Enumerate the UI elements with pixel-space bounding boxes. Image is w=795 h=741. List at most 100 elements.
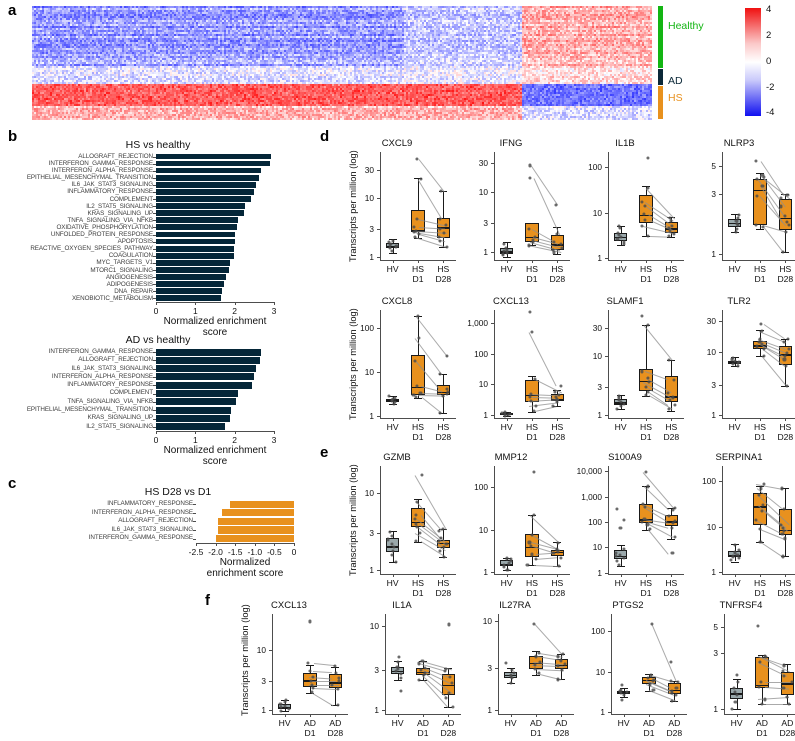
group-bar-ad [658, 69, 663, 86]
bar-category-label: INTERFERON_GAMMA_RESPONSE [88, 534, 193, 542]
data-point [507, 561, 511, 565]
y-tick-label: 1 [487, 704, 492, 715]
y-tick [153, 199, 156, 201]
chart-title: TNFRSF4 [719, 600, 763, 611]
bar-row: INTERFERON_GAMMA_RESPONSE [8, 160, 308, 167]
bar-category-label: DNA_REPAIR [114, 287, 153, 295]
x-tick [620, 574, 622, 577]
whisker-cap [414, 498, 422, 500]
y-tick-label: 30 [364, 164, 374, 175]
data-point [737, 556, 741, 560]
y-tick-label: 1 [711, 410, 716, 421]
boxplot-il1b: IL1B 1 10 100 HV HS D1 HS D28 [568, 138, 684, 284]
y-tick [719, 526, 722, 528]
y-tick [608, 630, 611, 632]
bar-row: COMPLEMENT [8, 389, 308, 397]
x-tick-label: HS D28 [435, 578, 452, 598]
whisker-cap [439, 412, 448, 414]
y-tick-label: 5 [713, 622, 718, 633]
bar [156, 274, 226, 280]
whisker-cap [758, 654, 766, 656]
data-point [279, 705, 283, 709]
y-axis [608, 466, 609, 574]
x-tick-label: HV [730, 718, 743, 728]
median-line [728, 554, 742, 557]
y-tick [605, 212, 608, 214]
y-tick-label: 3 [711, 189, 716, 200]
data-point [667, 406, 671, 411]
data-point [673, 519, 677, 523]
y-axis [380, 310, 381, 418]
chart-hs-vs-healthy: HS vs healthy ALLOGRAFT_REJECTION INTERFER… [8, 139, 308, 338]
data-point [415, 384, 419, 388]
data-point [617, 563, 621, 567]
data-point [533, 663, 537, 667]
data-point [551, 250, 556, 254]
x-axis [722, 260, 795, 261]
data-point [420, 659, 424, 663]
y-tick [153, 298, 156, 300]
data-point [528, 310, 532, 314]
data-point [781, 526, 785, 530]
data-point [509, 673, 513, 677]
box [525, 379, 539, 403]
x-tick [195, 430, 197, 435]
box [411, 354, 425, 396]
x-tick-label: HS D28 [777, 422, 794, 442]
x-tick [215, 542, 217, 547]
data-point [418, 391, 423, 395]
data-point [759, 680, 763, 684]
y-tick-label: 1 [483, 567, 488, 578]
y-tick [153, 234, 156, 236]
data-point [394, 244, 398, 248]
x-tick-label: HV [728, 422, 741, 432]
y-tick [193, 504, 196, 506]
y-tick [721, 708, 724, 710]
bar [156, 267, 229, 273]
data-point [785, 193, 789, 197]
whisker-cap [642, 396, 650, 398]
bar-row: INFLAMMATORY_RESPONSE [8, 381, 308, 389]
bar [156, 174, 260, 181]
boxplot-tnfrsf4: TNFRSF4 1 3 5 HV AD D1 AD D28 [684, 600, 795, 738]
boxplot-nlrp3: NLRP3 1 3 5 HV HS D1 HS D28 [682, 138, 795, 284]
data-point [529, 399, 533, 403]
data-point [417, 232, 421, 236]
data-point [391, 239, 395, 243]
x-axis [722, 418, 795, 419]
y-tick-label: 1 [711, 249, 716, 260]
chart-title: IL27RA [499, 600, 531, 611]
bar-category-label: IL2_STAT5_SIGNALING [86, 202, 153, 210]
chart-ad-vs-healthy: AD vs healthy INTERFERON_GAMMA_RESPONSE AL… [8, 334, 308, 467]
x-tick [646, 418, 647, 421]
y-tick-label: 10,000 [576, 466, 602, 477]
data-point [533, 667, 537, 671]
data-point [308, 669, 312, 673]
x-tick-label: HS D28 [777, 578, 794, 598]
whisker-cap [502, 241, 511, 243]
bar-category-label: APOPTOSIS [117, 238, 153, 246]
x-tick-label: HS D28 [663, 578, 680, 598]
data-point [671, 521, 675, 525]
data-point [614, 551, 618, 555]
data-point [737, 360, 741, 364]
whisker-cap [756, 356, 764, 357]
x-tick-label: -1.0 [247, 546, 263, 557]
y-tick-label: 100 [588, 517, 602, 527]
whisker-cap [616, 225, 625, 227]
data-point [417, 336, 421, 340]
y-tick [495, 709, 498, 711]
y-tick-label: 10 [592, 207, 602, 218]
bar [156, 245, 235, 252]
x-tick-label: AD D1 [643, 718, 655, 738]
y-tick [605, 415, 608, 417]
data-point [616, 231, 620, 235]
x-tick [254, 542, 256, 547]
data-point [669, 219, 673, 223]
x-tick-label: AD D28 [553, 718, 570, 738]
data-point [622, 242, 626, 246]
whisker-cap [439, 246, 448, 248]
data-point [555, 548, 559, 552]
x-tick [294, 542, 295, 547]
y-axis [611, 614, 612, 714]
